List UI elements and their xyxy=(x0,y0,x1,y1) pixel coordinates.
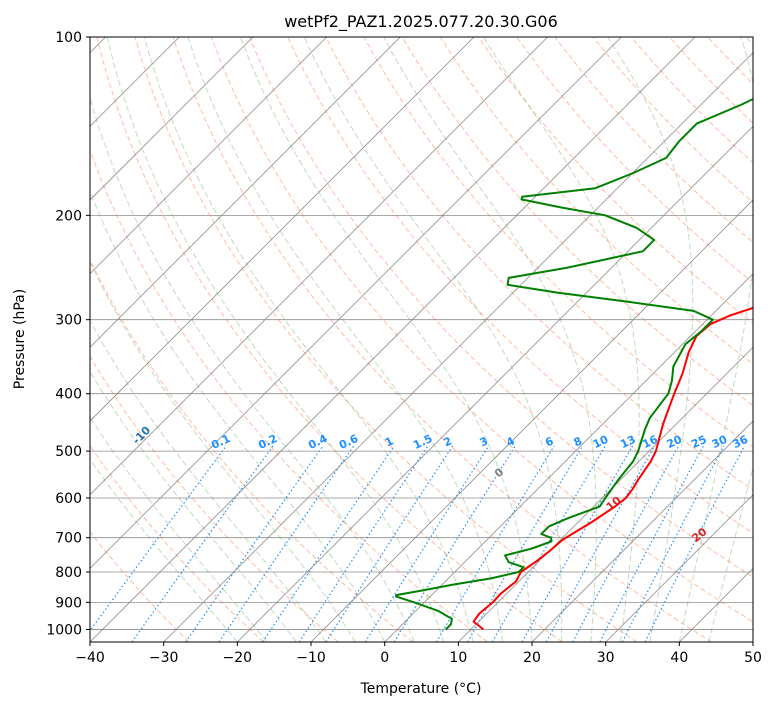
isotherm-line xyxy=(163,52,753,642)
plot-area: -100-90-80-70-60-50-40-30-20-10010203040… xyxy=(90,37,753,642)
moist-adiabat-line xyxy=(143,37,474,642)
isobars xyxy=(90,37,753,630)
x-tick-label: −40 xyxy=(75,650,105,666)
y-tick-label: 200 xyxy=(55,208,82,224)
mixing-ratio-line xyxy=(644,445,746,642)
isotherm-line xyxy=(90,37,254,201)
mixing-ratio-line xyxy=(545,445,656,642)
sounding-profiles xyxy=(395,97,753,631)
isotherm-line xyxy=(384,273,753,642)
isotherm-line xyxy=(90,37,401,348)
isotherm-line xyxy=(90,37,696,642)
isotherm-line xyxy=(237,125,753,642)
moist-adiabat-line xyxy=(187,37,503,642)
dry-adiabat-line xyxy=(90,531,190,642)
mixing-ratio-line xyxy=(325,445,454,642)
mixing-ratio-line xyxy=(298,445,429,642)
mixing-ratio-line xyxy=(364,445,490,642)
mixing-ratio-label: 10 xyxy=(591,433,611,451)
chart-title: wetPf2_PAZ1.2025.077.20.30.G06 xyxy=(284,12,558,32)
mixing-ratio-label: 16 xyxy=(640,433,660,451)
y-axis-label: Pressure (hPa) xyxy=(12,289,28,389)
y-tick-label: 900 xyxy=(55,595,82,611)
isotherm-line xyxy=(90,37,475,422)
mixing-ratio-label: 36 xyxy=(731,433,751,451)
y-tick-label: 500 xyxy=(55,444,82,460)
y-tick-label: 700 xyxy=(55,531,82,547)
x-tick-label: 10 xyxy=(449,650,467,666)
mixing-ratio-line xyxy=(131,445,274,642)
y-tick-label: 400 xyxy=(55,387,82,403)
moist-adiabat-line xyxy=(90,458,238,642)
dry-adiabat-line xyxy=(248,37,753,578)
moist-adiabat-line xyxy=(607,37,694,642)
moist-adiabat-line xyxy=(482,37,640,642)
plot-frame xyxy=(89,36,754,643)
moist-adiabat-line xyxy=(383,37,597,642)
moist-adiabat-line xyxy=(90,189,386,642)
dry-adiabat-line xyxy=(134,37,638,642)
mixing-ratio-label: 20 xyxy=(665,433,685,451)
y-tick-label: 600 xyxy=(55,491,82,507)
mixing-ratio-lines xyxy=(90,445,746,642)
isotherm-line xyxy=(605,494,753,642)
y-axis-ticks: 100 200 300 400 500 600 700 800 900 1000 xyxy=(46,30,90,638)
moist-adiabat-line xyxy=(239,37,533,642)
dry-adiabat-line xyxy=(516,37,753,284)
x-tick-label: 50 xyxy=(744,650,762,666)
x-tick-label: 30 xyxy=(597,650,615,666)
isotherm-line xyxy=(90,37,327,275)
isotherm-line xyxy=(458,346,753,642)
dry-adiabat-line xyxy=(401,37,753,406)
dry-adiabat-line xyxy=(325,37,753,491)
dry-adiabat-line xyxy=(478,37,753,324)
moist-adiabat-line xyxy=(678,37,753,642)
x-tick-label: 0 xyxy=(380,650,389,666)
moist-adiabat-line xyxy=(90,416,268,642)
dry-adiabat-line xyxy=(90,258,414,642)
isotherm-line xyxy=(310,199,753,642)
x-axis-label: Temperature (°C) xyxy=(360,681,482,697)
x-tick-label: −30 xyxy=(149,650,179,666)
mixing-ratio-label: 30 xyxy=(710,433,730,451)
x-tick-label: 40 xyxy=(670,650,688,666)
mixing-ratio-line xyxy=(466,445,584,642)
x-tick-label: −10 xyxy=(296,650,326,666)
x-tick-label: −20 xyxy=(223,650,253,666)
dewpoint-profile-line xyxy=(395,97,753,631)
isotherm-line xyxy=(531,420,753,642)
mixing-ratio-label: 25 xyxy=(689,433,708,451)
mixing-ratio-line xyxy=(621,445,725,642)
mixing-ratio-label: 13 xyxy=(618,433,637,451)
dry-adiabat-line xyxy=(287,37,753,534)
dry-adiabat-line xyxy=(172,37,712,642)
dry-adiabats xyxy=(90,37,753,642)
moist-adiabat-line xyxy=(106,37,445,642)
isotherm-line xyxy=(90,37,622,569)
y-tick-label: 300 xyxy=(55,313,82,329)
x-tick-label: 20 xyxy=(523,650,541,666)
y-tick-label: 800 xyxy=(55,565,82,581)
moist-adiabat-line xyxy=(303,37,563,642)
moist-adiabat-line xyxy=(90,260,356,642)
mixing-ratio-line xyxy=(521,445,634,642)
x-axis-ticks: −40 −30 −20 −10 0 10 20 30 40 50 xyxy=(75,642,762,666)
mixing-ratio-line xyxy=(435,445,555,642)
mixing-ratio-line xyxy=(185,445,324,642)
mixing-ratio-line xyxy=(262,445,395,642)
mixing-ratio-line xyxy=(218,445,355,642)
temperature-profile-line xyxy=(472,306,753,631)
isotherms xyxy=(90,37,753,642)
isotherm-line xyxy=(90,37,548,496)
y-tick-label: 1000 xyxy=(46,622,82,638)
moist-adiabat-line xyxy=(90,370,297,642)
y-tick-label: 100 xyxy=(55,30,82,46)
